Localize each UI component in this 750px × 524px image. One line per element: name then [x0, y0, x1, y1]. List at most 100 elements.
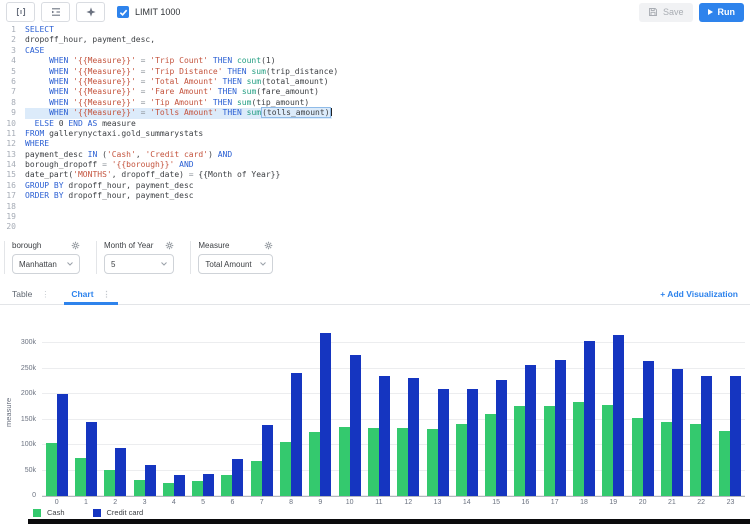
result-tabs: Table ⋮ Chart ⋮ + Add Visualization	[0, 284, 750, 305]
editor-line[interactable]: 2 dropoff_hour, payment_desc,	[0, 35, 750, 45]
bar-group	[481, 380, 510, 496]
line-number: 14	[6, 160, 16, 170]
x-tick-label: 17	[550, 499, 559, 506]
chevron-down-icon	[259, 262, 266, 266]
x-tick-label: 12	[404, 499, 413, 506]
y-tick-label: 150k	[20, 415, 36, 423]
legend-swatch	[33, 508, 41, 517]
bar-group	[188, 473, 217, 496]
assistant-icon[interactable]	[76, 2, 105, 22]
bar-credit-card	[730, 375, 742, 496]
bar-cash	[602, 404, 614, 496]
bar-cash	[397, 427, 409, 496]
x-tick-label: 21	[667, 499, 676, 506]
bar-credit-card	[320, 333, 332, 496]
gear-icon[interactable]	[264, 241, 273, 250]
editor-line[interactable]: 10 ELSE 0 END AS measure	[0, 119, 750, 129]
gear-icon[interactable]	[71, 241, 80, 250]
bar-group	[335, 354, 364, 496]
run-button[interactable]: Run	[698, 2, 744, 22]
kebab-icon[interactable]: ⋮	[41, 289, 50, 299]
parameter-widgets: borough Manhattan Month of Year	[4, 241, 273, 274]
line-number: 18	[6, 201, 16, 211]
editor-line[interactable]: 3 CASE	[0, 46, 750, 56]
bar-group	[452, 388, 481, 496]
line-number: 5	[11, 66, 16, 76]
line-number: 9	[11, 108, 16, 118]
line-number: 8	[11, 97, 16, 107]
editor-line[interactable]: 15 date_part('MONTHS', dropoff_date) = {{…	[0, 170, 750, 180]
month-select[interactable]: 5	[104, 254, 175, 274]
editor-line[interactable]: 17 ORDER BY dropoff_hour, payment_desc	[0, 191, 750, 201]
x-tick-label: 5	[201, 499, 206, 506]
bar-cash	[690, 423, 702, 496]
limit-checkbox[interactable]	[117, 6, 129, 18]
x-tick-label: 6	[230, 499, 235, 506]
kebab-icon[interactable]: ⋮	[102, 289, 111, 299]
line-number: 2	[11, 35, 16, 45]
line-number: 6	[11, 76, 16, 86]
bar-credit-card	[261, 424, 273, 496]
line-number: 1	[11, 25, 16, 34]
bar-cash	[74, 457, 86, 496]
sql-editor[interactable]: 1 SELECT 2 dropoff_hour, payment_desc, 3 CASE…	[0, 25, 750, 239]
x-axis-labels: 0 1 2 3 4 5 6 7 8 9 10 11 12 13 14 15 16 17 18 19 20 21 22 23	[42, 499, 745, 506]
bar-group	[716, 375, 745, 496]
editor-line[interactable]: 4 WHEN '{{Measure}}' = 'Trip Count' THEN…	[0, 56, 750, 66]
bar-cash	[485, 414, 497, 496]
legend-item[interactable]: Cash	[33, 508, 65, 517]
bar-cash	[543, 405, 555, 496]
editor-line[interactable]: 6 WHEN '{{Measure}}' = 'Total Amount' TH…	[0, 77, 750, 87]
editor-line[interactable]: 5 WHEN '{{Measure}}' = 'Trip Distance' T…	[0, 67, 750, 77]
editor-line[interactable]: 19	[0, 212, 750, 222]
editor-line[interactable]: 18	[0, 202, 750, 212]
param-label: borough	[12, 241, 42, 250]
editor-line[interactable]: 12 WHERE	[0, 139, 750, 149]
editor-line[interactable]: 13 payment_desc IN ('Cash', 'Credit card'…	[0, 150, 750, 160]
editor-line[interactable]: 11 FROM gallerynyctaxi.gold_summarystats	[0, 129, 750, 139]
bar-cash	[631, 418, 643, 496]
legend-label: Cash	[47, 508, 65, 517]
x-tick-label: 10	[345, 499, 354, 506]
tab-chart[interactable]: Chart ⋮	[64, 284, 118, 305]
measure-select[interactable]: Total Amount	[198, 254, 273, 274]
legend-item[interactable]: Credit card	[92, 508, 143, 517]
editor-line[interactable]: 8 WHEN '{{Measure}}' = 'Tip Amount' THEN…	[0, 98, 750, 108]
save-label: Save	[662, 7, 684, 17]
borough-select[interactable]: Manhattan	[12, 254, 80, 274]
editor-line[interactable]: 7 WHEN '{{Measure}}' = 'Fare Amount' THE…	[0, 87, 750, 97]
editor-line[interactable]: 9 WHEN '{{Measure}}' = 'Tolls Amount' TH…	[0, 107, 750, 119]
bar-credit-card	[554, 360, 566, 496]
bar-cash	[221, 475, 233, 496]
x-tick-label: 19	[609, 499, 618, 506]
plot-area[interactable]	[42, 318, 745, 497]
param-month-of-year: Month of Year 5	[96, 241, 175, 274]
save-button[interactable]: Save	[638, 2, 693, 22]
bar-credit-card	[349, 354, 361, 496]
gear-icon[interactable]	[165, 241, 174, 250]
tab-table[interactable]: Table ⋮	[12, 284, 49, 304]
bar-cash	[250, 460, 262, 496]
indent-icon[interactable]	[41, 2, 70, 22]
tab-chart-label: Chart	[71, 289, 94, 299]
bar-group	[657, 369, 686, 496]
bar-group	[423, 389, 452, 496]
editor-line[interactable]: 20	[0, 222, 750, 232]
bar-cash	[309, 431, 321, 496]
bar-group	[687, 375, 716, 496]
x-tick-label: 13	[433, 499, 442, 506]
param-borough: borough Manhattan	[4, 241, 80, 274]
bar-group	[569, 340, 598, 496]
add-visualization-button[interactable]: + Add Visualization	[660, 289, 738, 299]
editor-line[interactable]: 16 GROUP BY dropoff_hour, payment_desc	[0, 181, 750, 191]
editor-line[interactable]: 14 borough_dropoff = '{{borough}}' AND	[0, 160, 750, 170]
bar-cash	[192, 481, 204, 496]
format-icon[interactable]	[6, 2, 35, 22]
month-value: 5	[111, 259, 116, 269]
x-tick-label: 1	[83, 499, 88, 506]
bar-cash	[514, 406, 526, 496]
bar-cash	[45, 442, 57, 496]
bar-group	[628, 361, 657, 496]
line-number: 4	[11, 56, 16, 66]
editor-line[interactable]: 1 SELECT	[0, 25, 750, 35]
